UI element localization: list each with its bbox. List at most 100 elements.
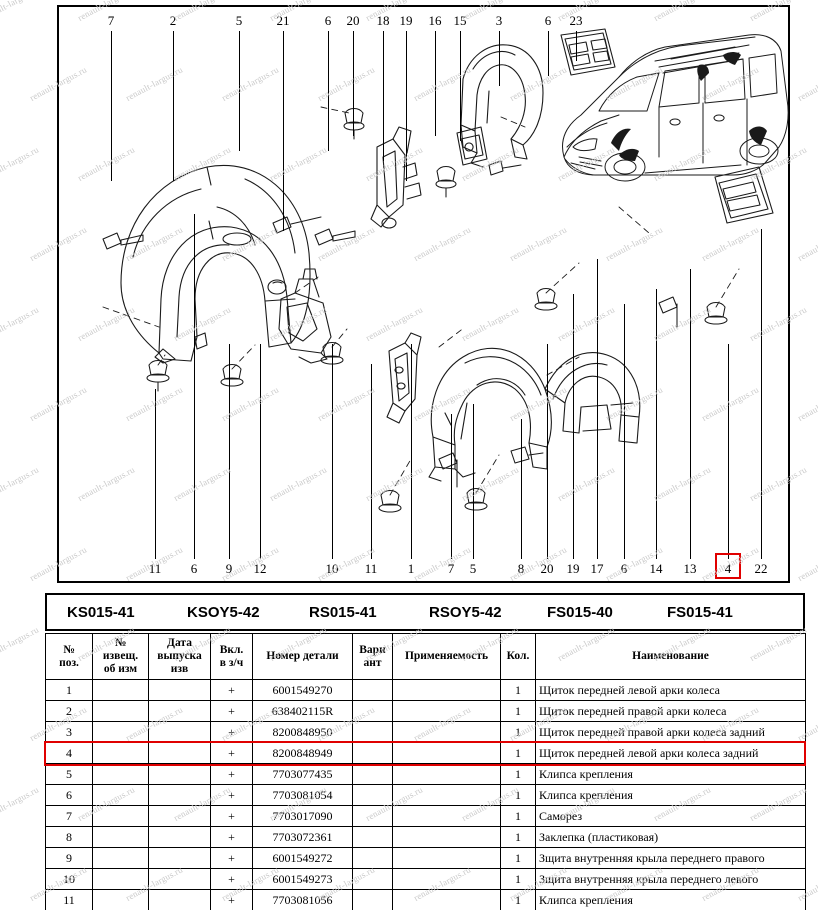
cell-notice: [92, 700, 149, 722]
table-row[interactable]: 7 +7703017090 1 Саморез: [45, 805, 806, 827]
cell-date: [148, 721, 211, 743]
cell-notice: [92, 868, 149, 890]
watermark-text: renault-largus.ru: [796, 224, 818, 263]
callout-top-16: 16: [428, 13, 442, 28]
parts-table-body: 1 +6001549270 1 Щиток передней левой арки к…: [45, 679, 806, 910]
cell-applic: [392, 889, 501, 910]
exploded-diagram-panel: 7 2 5 21 6 20 18 19 16 15 3 6 23 11 6 9 12 10 11 1 7 5 8 20 19 1…: [57, 5, 790, 583]
cell-date: [148, 763, 211, 785]
callout-top-7: 7: [107, 13, 115, 28]
parts-table-head: № поз. № извещ. об изм Дата выпуска изв Вкл. в з/…: [45, 633, 806, 680]
callout-top-19: 19: [399, 13, 413, 28]
cell-applic: [392, 742, 501, 764]
watermark-text: renault-largus.ru: [0, 464, 41, 503]
callout-leader-top-5: [353, 31, 354, 136]
table-row[interactable]: 2 +638402115R 1 Щиток передней правой арки …: [45, 700, 806, 722]
cell-inc: +: [210, 679, 253, 701]
cell-inc: +: [210, 742, 253, 764]
cell-date: [148, 889, 211, 910]
col-header-pos: № поз.: [45, 633, 93, 680]
callout-leader-top-12: [576, 31, 577, 61]
vehicle-illustration: [562, 34, 789, 182]
callout-leader-bottom-11: [573, 294, 574, 559]
callout-top-5: 5: [235, 13, 243, 28]
small-plate-16: [456, 126, 488, 166]
cell-inc: +: [210, 700, 253, 722]
cell-inc: +: [210, 784, 253, 806]
model-code-RS015-41: RS015-41: [309, 603, 377, 621]
cell-date: [148, 700, 211, 722]
cell-number: 6001549270: [252, 679, 353, 701]
callout-leader-top-11: [548, 31, 549, 76]
cell-date: [148, 826, 211, 848]
cell-variant: [352, 679, 393, 701]
cell-pos: 1: [45, 679, 93, 701]
cell-name: Зщита внутренняя крыла переднего левого: [535, 868, 806, 890]
cell-pos: 10: [45, 868, 93, 890]
callout-bottom-13: 13: [683, 561, 697, 576]
callout-bottom-6: 6: [620, 561, 628, 576]
callout-top-2: 2: [169, 13, 177, 28]
support-bracket-left: [386, 332, 422, 424]
model-code-FS015-40: FS015-40: [547, 603, 613, 621]
cell-notice: [92, 889, 149, 910]
cell-qty: 1: [500, 784, 536, 806]
cell-qty: 1: [500, 700, 536, 722]
watermark-text: renault-largus.ru: [796, 544, 818, 583]
table-row[interactable]: 6 +7703081054 1 Клипса крепления: [45, 784, 806, 806]
table-row[interactable]: 11 +7703081056 1 Клипса крепления: [45, 889, 806, 910]
assembly-guides: [102, 106, 740, 496]
table-row[interactable]: 10 +6001549273 1 Зщита внутренняя крыла пер…: [45, 868, 806, 890]
table-row[interactable]: 4 +8200848949 1 Щиток передней левой арки к…: [45, 742, 806, 764]
callout-leader-bottom-17: [761, 229, 762, 559]
callout-leader-bottom-0: [155, 389, 156, 559]
callout-leader-top-4: [328, 31, 329, 151]
callout-leader-bottom-2: [229, 344, 230, 559]
table-row[interactable]: 8 +7703072361 1 Заклепка (пластиковая): [45, 826, 806, 848]
watermark-text: renault-largus.ru: [0, 784, 41, 823]
model-code-KSOY5-42: KSOY5-42: [187, 603, 260, 621]
callout-leader-bottom-14: [656, 289, 657, 559]
callout-leader-bottom-13: [624, 304, 625, 559]
cell-qty: 1: [500, 847, 536, 869]
table-row[interactable]: 5 +7703077435 1 Клипса крепления: [45, 763, 806, 785]
col-header-notice: № извещ. об изм: [92, 633, 149, 680]
table-row[interactable]: 9 +6001549272 1 Зщита внутренняя крыла пере…: [45, 847, 806, 869]
rear-arch-liner-center: [428, 347, 641, 482]
cell-variant: [352, 700, 393, 722]
callout-bottom-19: 19: [566, 561, 580, 576]
cell-name: Заклепка (пластиковая): [535, 826, 806, 848]
callout-bottom-10: 10: [325, 561, 339, 576]
cell-applic: [392, 700, 501, 722]
table-row[interactable]: 3 +8200848950 1 Щиток передней правой арки …: [45, 721, 806, 743]
fasteners-group: [102, 107, 728, 513]
cell-number: 6001549272: [252, 847, 353, 869]
cell-inc: +: [210, 763, 253, 785]
callout-leader-bottom-5: [371, 364, 372, 559]
callout-top-23: 23: [569, 13, 583, 28]
cell-number: 6001549273: [252, 868, 353, 890]
cell-applic: [392, 868, 501, 890]
callout-top-6: 6: [544, 13, 552, 28]
cell-applic: [392, 826, 501, 848]
callout-bottom-11: 11: [148, 561, 162, 576]
callout-bottom-22: 22: [754, 561, 768, 576]
callout-bottom-4: 4: [724, 561, 732, 576]
cell-date: [148, 847, 211, 869]
cell-name: Клипса крепления: [535, 889, 806, 910]
cell-pos: 8: [45, 826, 93, 848]
table-row[interactable]: 1 +6001549270 1 Щиток передней левой арки к…: [45, 679, 806, 701]
callout-bottom-11: 11: [364, 561, 378, 576]
cell-inc: +: [210, 826, 253, 848]
cell-inc: +: [210, 868, 253, 890]
cell-pos: 5: [45, 763, 93, 785]
cell-number: 7703072361: [252, 826, 353, 848]
watermark-text: renault-largus.ru: [0, 624, 41, 663]
cell-name: Щиток передней левой арки колеса задний: [535, 742, 806, 764]
cell-applic: [392, 763, 501, 785]
callout-leader-top-8: [435, 31, 436, 136]
parts-header-row: № поз. № извещ. об изм Дата выпуска изв Вкл. в з/…: [45, 633, 806, 680]
cell-qty: 1: [500, 889, 536, 910]
cell-qty: 1: [500, 679, 536, 701]
